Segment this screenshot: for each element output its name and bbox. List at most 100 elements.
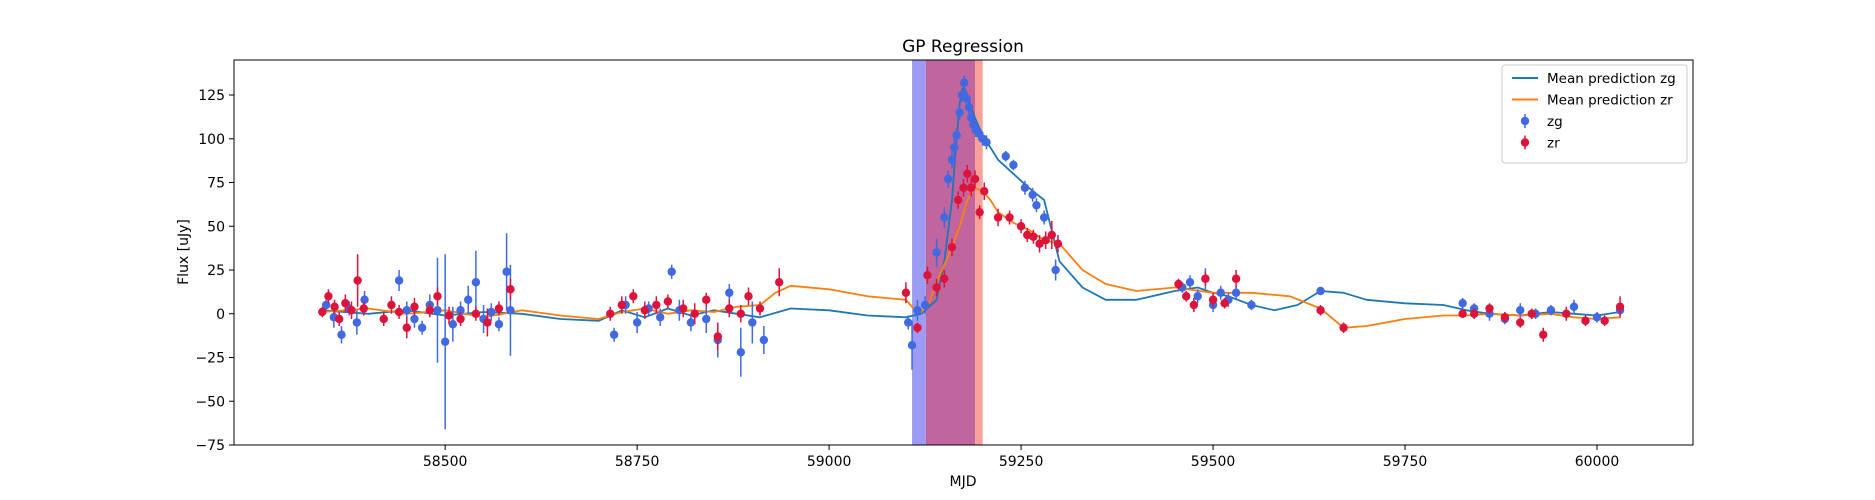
data-point-zg <box>907 341 917 350</box>
data-point-zr <box>318 307 327 317</box>
data-point-zr <box>1208 295 1218 304</box>
data-point-zr <box>947 243 957 252</box>
data-point-zr <box>1029 232 1038 241</box>
data-point-zr <box>1053 239 1063 248</box>
data-point-zr <box>606 309 615 318</box>
data-point-zg <box>609 330 619 339</box>
data-point-zg <box>736 348 746 357</box>
data-point-zr <box>402 323 411 332</box>
legend-swatch-point <box>1520 138 1530 147</box>
data-point-zr <box>1047 230 1057 240</box>
data-point-zr <box>1339 323 1348 332</box>
data-point-zr <box>959 183 968 192</box>
data-point-zg <box>1546 306 1556 315</box>
plot-frame <box>233 59 1694 446</box>
data-point-zg <box>920 300 930 310</box>
data-point-zg <box>686 318 696 327</box>
x-tick-label: 59250 <box>999 454 1044 470</box>
data-point-zr <box>966 183 976 192</box>
data-point-zr <box>913 323 922 332</box>
data-point-zg <box>1039 213 1049 222</box>
data-point-zr <box>1458 309 1467 318</box>
data-point-zr <box>755 304 765 313</box>
data-point-zg <box>725 288 734 297</box>
y-tick-label: −50 <box>195 394 225 410</box>
x-tick-label: 58500 <box>423 454 468 470</box>
data-point-zr <box>456 314 465 324</box>
data-point-zg <box>943 174 953 184</box>
data-point-zr <box>387 300 396 310</box>
data-point-zg <box>632 318 642 327</box>
data-point-zg <box>1516 306 1525 315</box>
data-point-zr <box>663 297 673 306</box>
data-point-zr <box>679 304 688 313</box>
data-point-zg <box>506 306 515 315</box>
data-point-zr <box>410 302 419 311</box>
x-tick-label: 59750 <box>1383 454 1428 470</box>
data-point-zg <box>433 306 442 315</box>
data-point-zg <box>448 320 458 329</box>
data-point-zr <box>483 318 492 327</box>
data-point-zg <box>950 143 959 152</box>
data-point-zr <box>1500 313 1510 322</box>
data-point-zg <box>759 335 769 345</box>
y-tick-label: 50 <box>207 219 225 235</box>
data-point-zr <box>1562 309 1571 318</box>
y-tick-label: −75 <box>195 438 225 454</box>
data-point-zr <box>1516 318 1525 327</box>
data-point-zg <box>1032 201 1041 210</box>
data-point-zr <box>1220 299 1229 308</box>
legend-label: Mean prediction zg <box>1547 71 1676 87</box>
data-point-zr <box>379 314 388 324</box>
data-point-zr <box>629 292 638 301</box>
data-point-zr <box>1005 213 1014 222</box>
data-point-zr <box>1316 306 1325 315</box>
data-point-zr <box>975 208 984 217</box>
data-point-zg <box>337 330 346 339</box>
x-axis-label: MJD <box>950 474 977 490</box>
data-point-zr <box>940 274 949 283</box>
data-point-zg <box>360 295 369 304</box>
data-point-zr <box>433 292 442 301</box>
data-point-zr <box>901 288 911 297</box>
data-point-zr <box>744 292 753 301</box>
x-tick-label: 59500 <box>1191 454 1236 470</box>
data-point-zr <box>347 306 356 315</box>
data-point-zr <box>953 195 963 205</box>
data-point-zg <box>982 138 991 147</box>
data-point-zr <box>1041 236 1050 245</box>
data-point-zr <box>1539 330 1548 339</box>
data-point-zr <box>736 309 746 318</box>
data-point-zg <box>1458 299 1467 308</box>
data-point-zg <box>1185 278 1195 287</box>
data-point-zr <box>1485 304 1494 313</box>
highlight-span <box>912 60 926 445</box>
data-point-zr <box>425 306 435 315</box>
data-point-zg <box>471 278 481 287</box>
data-point-zg <box>1316 286 1325 296</box>
data-point-zg <box>417 323 427 332</box>
data-point-zr <box>341 299 350 308</box>
data-point-zg <box>1592 313 1602 322</box>
data-point-zg <box>440 337 450 346</box>
data-point-zr <box>970 174 980 184</box>
data-point-zr <box>702 295 711 304</box>
data-point-zr <box>1189 300 1199 310</box>
legend: Mean prediction zg Mean prediction zr zg zr <box>1501 64 1688 164</box>
data-point-zr <box>1469 309 1479 318</box>
data-point-zg <box>1051 265 1060 275</box>
data-point-zg <box>904 318 913 327</box>
data-point-zr <box>1016 222 1026 231</box>
data-point-zg <box>1009 160 1018 170</box>
data-point-zr <box>713 332 722 341</box>
data-point-zg <box>1001 152 1010 161</box>
data-point-zr <box>471 309 481 318</box>
data-point-zg <box>464 295 473 304</box>
data-point-zg <box>1569 302 1579 311</box>
data-point-zr <box>1600 316 1609 325</box>
data-point-zr <box>963 169 972 178</box>
data-point-zg <box>947 155 957 164</box>
data-point-zg <box>940 213 949 222</box>
data-point-zr <box>1231 274 1241 283</box>
data-point-zr <box>359 304 368 313</box>
